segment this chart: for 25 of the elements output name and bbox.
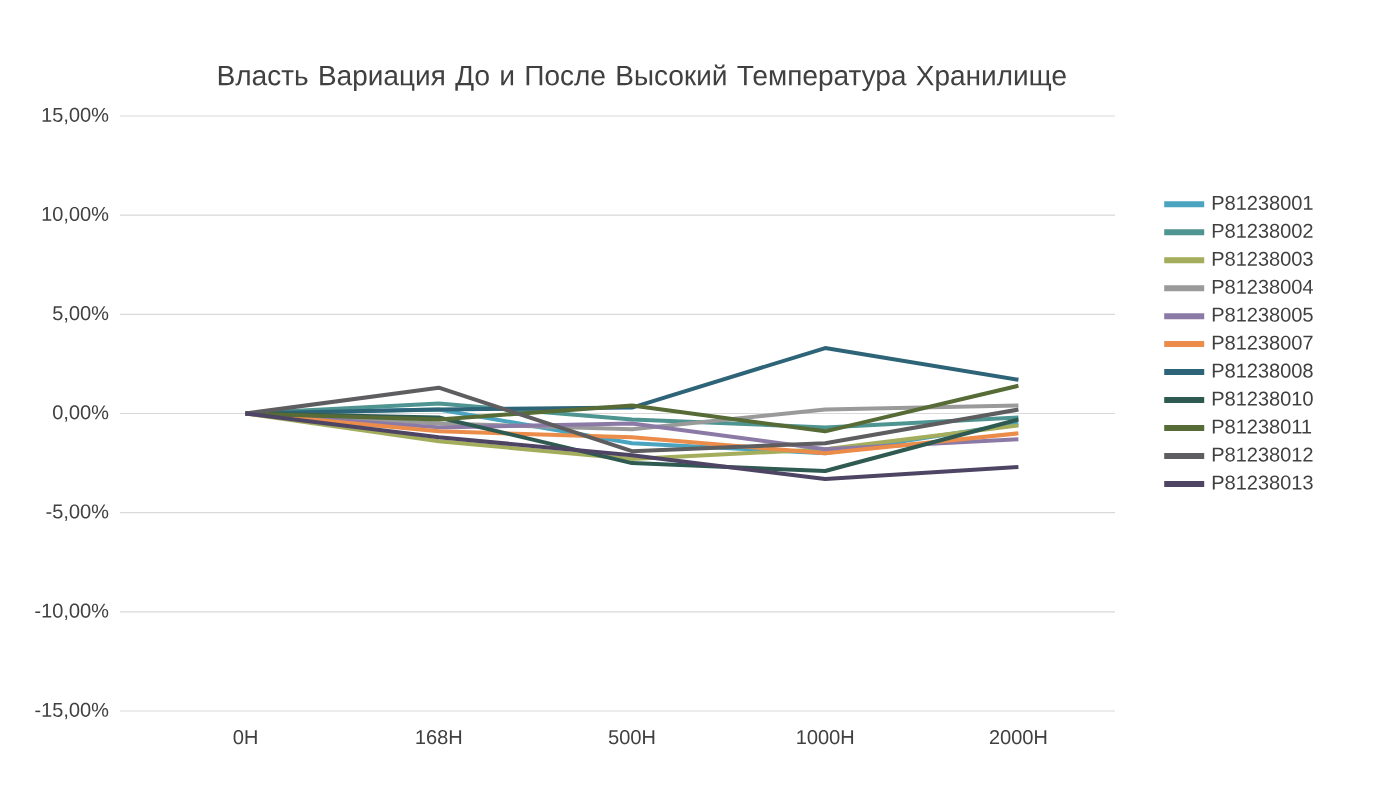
y-tick-label: -10,00% xyxy=(35,603,109,621)
legend-label: P81238010 xyxy=(1212,391,1313,406)
legend-label: P81238001 xyxy=(1212,195,1313,210)
legend-label: P81238011 xyxy=(1212,419,1312,434)
y-tick-label: 15,00% xyxy=(42,107,109,125)
y-tick-label: -5,00% xyxy=(46,504,109,521)
line-series xyxy=(243,385,1021,454)
x-tick-label: 168H xyxy=(416,730,462,745)
x-tick-label: 2000H xyxy=(989,730,1047,745)
legend-label: P81238004 xyxy=(1212,279,1313,294)
legend-label: P81238005 xyxy=(1212,307,1313,322)
legend-label: P81238012 xyxy=(1212,447,1313,462)
y-tick-label: 5,00% xyxy=(53,306,109,323)
legend-label: P81238008 xyxy=(1212,363,1313,378)
chart-title: Власть Вариация До и После Высокий Температура Хранилище xyxy=(218,64,1066,91)
legend-label: P81238007 xyxy=(1212,335,1313,350)
legend-label: P81238003 xyxy=(1212,251,1313,266)
y-tick-label: -15,00% xyxy=(35,702,109,720)
legend-label: P81238013 xyxy=(1212,475,1313,490)
y-tick-label: 10,00% xyxy=(42,206,109,224)
x-tick-label: 0H xyxy=(233,730,257,745)
x-tick-label: 500H xyxy=(608,730,655,745)
x-tick-label: 1000H xyxy=(797,730,854,745)
y-tick-label: 0,00% xyxy=(53,405,109,422)
legend-label: P81238002 xyxy=(1212,223,1313,238)
